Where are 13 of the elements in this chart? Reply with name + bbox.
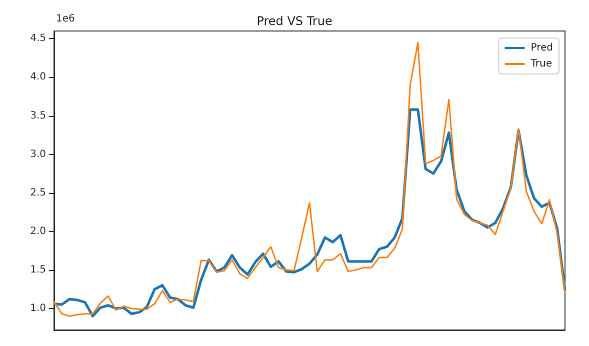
y-tick-label: 2.0 xyxy=(30,226,46,237)
legend-label: True xyxy=(530,58,552,70)
text: 1e6 xyxy=(56,14,75,24)
y-tick-label: 3.0 xyxy=(30,148,46,160)
legend-label: Pred xyxy=(530,42,554,54)
y-tick-label: 1.0 xyxy=(30,302,46,314)
line-series xyxy=(53,42,566,317)
y-tick-label: 4.5 xyxy=(30,33,46,44)
chart-title: Pred VS True xyxy=(256,14,332,28)
y-tick-label: 1.5 xyxy=(30,264,46,276)
y-tick-label: 4.0 xyxy=(30,72,46,83)
y-tick-label: 3.5 xyxy=(30,110,46,122)
y-tick-label: 2.5 xyxy=(30,187,46,198)
